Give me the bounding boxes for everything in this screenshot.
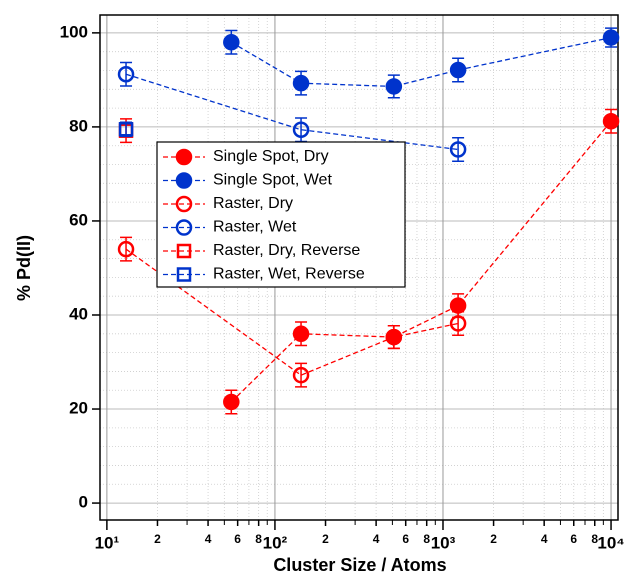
series-line	[230, 36, 612, 88]
x-tick-label: 4	[205, 532, 212, 546]
y-tick-label: 0	[79, 493, 88, 512]
legend-label: Single Spot, Wet	[213, 172, 332, 189]
legend-label: Raster, Wet, Reverse	[213, 266, 365, 283]
legend-marker	[175, 172, 193, 189]
y-tick-label: 40	[69, 304, 88, 323]
marker	[292, 74, 310, 92]
x-tick-label: 6	[402, 532, 409, 546]
legend-marker	[175, 219, 193, 236]
y-tick-label: 20	[69, 399, 88, 418]
x-tick-label: 6	[570, 532, 577, 546]
x-tick-label: 10¹	[95, 533, 120, 552]
y-tick-label: 60	[69, 210, 88, 229]
marker	[449, 141, 467, 158]
marker	[292, 325, 310, 343]
series-line	[230, 120, 612, 403]
x-tick-label: 10²	[263, 533, 288, 552]
x-tick-label: 8	[591, 532, 598, 546]
marker	[292, 366, 310, 384]
plot-frame	[99, 14, 619, 521]
x-tick-label: 2	[322, 532, 329, 546]
marker	[385, 78, 403, 95]
marker	[117, 240, 135, 258]
legend-label: Raster, Wet	[213, 219, 297, 236]
marker	[449, 315, 467, 332]
marker	[223, 393, 240, 411]
y-axis-label: % Pd(II)	[14, 235, 34, 301]
marker	[118, 122, 134, 137]
legend-marker	[176, 267, 192, 282]
marker	[602, 29, 620, 46]
x-tick-label: 8	[255, 532, 262, 546]
marker	[385, 328, 403, 346]
legend-marker	[175, 148, 193, 166]
marker	[449, 61, 467, 79]
x-tick-label: 4	[541, 532, 548, 546]
x-tick-label: 2	[490, 532, 497, 546]
x-tick-label: 4	[373, 532, 380, 546]
legend-box	[156, 141, 406, 288]
x-axis-label: Cluster Size / Atoms	[273, 555, 446, 575]
series-line	[125, 248, 459, 376]
legend: Single Spot, Dry Single Spot, Wet Raster, …	[156, 141, 406, 288]
x-tick-label: 10⁴	[597, 533, 624, 552]
marker	[449, 297, 467, 314]
legend-marker	[175, 195, 193, 213]
legend-label: Single Spot, Dry	[213, 148, 329, 165]
marker	[602, 113, 620, 130]
series-line	[125, 73, 459, 151]
legend-marker	[176, 243, 192, 259]
marker	[292, 121, 310, 138]
marker	[223, 34, 240, 51]
legend-label: Raster, Dry	[213, 195, 293, 212]
legend-label: Raster, Dry, Reverse	[213, 242, 360, 259]
x-tick-label: 2	[154, 532, 161, 546]
x-tick-label: 8	[423, 532, 430, 546]
x-tick-label: 6	[234, 532, 241, 546]
x-tick-label: 10³	[431, 533, 456, 552]
marker	[117, 65, 135, 83]
y-tick-label: 80	[69, 116, 88, 135]
y-tick-label: 100	[60, 22, 88, 41]
